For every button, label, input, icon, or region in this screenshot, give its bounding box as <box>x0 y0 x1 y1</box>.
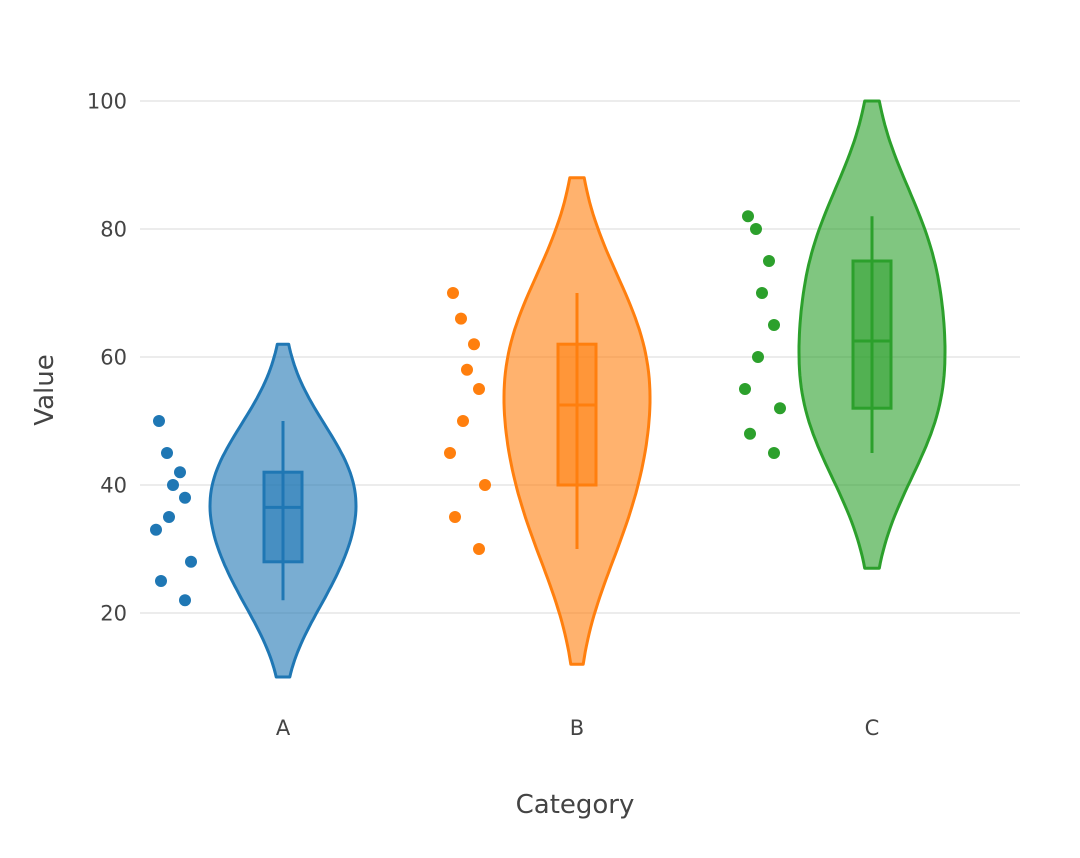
data-point-a <box>179 594 191 607</box>
y-tick-label: 60 <box>100 346 127 370</box>
data-point-a <box>174 466 186 479</box>
violin-group-a <box>150 342 358 679</box>
data-point-b <box>473 543 485 555</box>
data-point-a <box>167 479 179 491</box>
data-point-c <box>752 351 764 363</box>
box-a <box>262 470 304 564</box>
y-axis-title: Value <box>30 354 60 425</box>
data-point-c <box>763 255 775 267</box>
data-point-c <box>750 223 762 235</box>
data-point-b <box>468 338 480 351</box>
data-point-b <box>457 415 469 427</box>
data-point-b <box>444 447 456 459</box>
violin-group-b <box>444 176 652 666</box>
y-tick-labels: 20 40 60 80 100 <box>87 90 127 626</box>
data-point-c <box>739 383 751 395</box>
violin-layer <box>150 99 947 679</box>
data-point-b <box>473 383 485 395</box>
data-point-c <box>774 402 786 415</box>
data-point-a <box>185 555 197 568</box>
data-point-b <box>449 511 461 523</box>
violin-group-c <box>739 99 947 570</box>
x-tick-label-a: A <box>276 716 291 740</box>
x-tick-label-c: C <box>865 716 880 740</box>
x-tick-label-b: B <box>570 716 584 740</box>
x-axis-title: Category <box>516 790 635 820</box>
data-point-a <box>150 523 162 536</box>
data-point-c <box>768 447 780 459</box>
data-point-c <box>742 210 754 223</box>
data-point-c <box>756 287 768 299</box>
y-tick-label: 80 <box>100 218 127 242</box>
box-c <box>851 259 893 410</box>
data-point-a <box>163 511 175 523</box>
data-point-c <box>768 319 780 331</box>
data-point-a <box>161 447 173 459</box>
data-point-b <box>479 479 491 491</box>
data-point-c <box>744 427 756 440</box>
data-point-a <box>155 575 167 587</box>
data-point-b <box>461 363 473 376</box>
data-point-a <box>179 491 191 504</box>
data-point-a <box>153 415 165 427</box>
data-point-b <box>447 287 459 299</box>
y-tick-label: 100 <box>87 90 127 114</box>
data-point-b <box>455 312 467 325</box>
x-tick-labels: A B C <box>276 716 880 740</box>
y-tick-label: 40 <box>100 474 127 498</box>
box-b <box>556 342 598 487</box>
y-tick-label: 20 <box>100 602 127 626</box>
